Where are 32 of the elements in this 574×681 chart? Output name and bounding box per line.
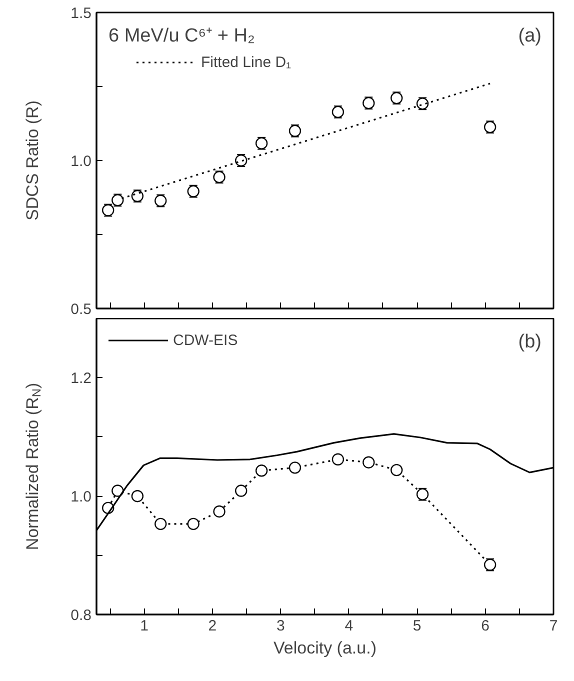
point: [288, 462, 302, 474]
y-tick-label: 1.0: [70, 488, 92, 506]
annotation: (a): [518, 26, 542, 46]
point: [362, 456, 375, 468]
x-tick-label: 2: [208, 618, 217, 634]
point: [255, 464, 268, 477]
x-axis-title: Velocity (a.u.): [274, 638, 377, 658]
point: [213, 505, 226, 518]
annotation: 6 MeV/u C⁶⁺ + H₂: [108, 26, 255, 46]
x-tick-label: 5: [412, 618, 422, 634]
point: [131, 490, 144, 502]
legend-label: Fitted Line D₁: [201, 54, 292, 70]
x-tick-label: 3: [276, 618, 285, 634]
point: [154, 518, 167, 530]
point: [235, 484, 248, 497]
point: [112, 484, 124, 497]
y-tick-label: 0.8: [70, 607, 92, 624]
y-tick-label: 1.2: [70, 370, 92, 388]
legend-label: CDW-EIS: [173, 332, 238, 348]
y-tick-label: 0.5: [70, 301, 92, 318]
x-tick-label: 4: [344, 618, 354, 634]
x-tick-label: 6: [481, 618, 490, 634]
point: [187, 518, 200, 530]
y-axis-title: SDCS Ratio (R): [23, 100, 42, 220]
x-tick-label: 7: [549, 618, 558, 634]
y-axis-title: Normalized Ratio (RN): [23, 382, 44, 550]
x-tick-label: 1: [140, 618, 148, 634]
point: [332, 453, 344, 466]
y-tick-label: 1.0: [70, 153, 92, 170]
y-tick-label: 1.5: [70, 5, 92, 22]
annotation: (b): [518, 332, 542, 352]
point: [390, 464, 403, 476]
